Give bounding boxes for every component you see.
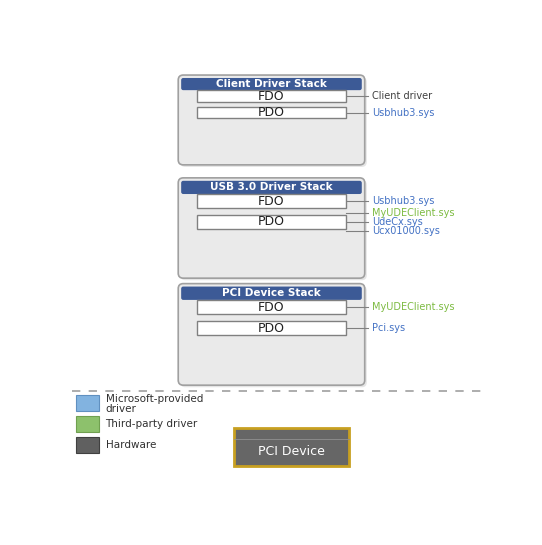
Text: driver: driver	[106, 404, 137, 414]
FancyBboxPatch shape	[197, 194, 346, 208]
Text: FDO: FDO	[258, 195, 285, 208]
FancyBboxPatch shape	[197, 215, 346, 229]
Text: Usbhub3.sys: Usbhub3.sys	[372, 196, 435, 206]
Text: Client Driver Stack: Client Driver Stack	[216, 79, 327, 89]
Text: MyUDEClient.sys: MyUDEClient.sys	[372, 208, 455, 217]
Text: FDO: FDO	[258, 301, 285, 314]
Text: PDO: PDO	[258, 215, 285, 228]
FancyBboxPatch shape	[181, 287, 362, 300]
FancyBboxPatch shape	[180, 180, 367, 280]
FancyBboxPatch shape	[197, 90, 346, 101]
FancyBboxPatch shape	[181, 78, 362, 90]
FancyBboxPatch shape	[76, 437, 99, 453]
Text: Client driver: Client driver	[372, 91, 433, 101]
Text: PDO: PDO	[258, 322, 285, 335]
Text: Pci.sys: Pci.sys	[372, 323, 405, 333]
Text: Ucx01000.sys: Ucx01000.sys	[372, 226, 440, 236]
FancyBboxPatch shape	[178, 75, 365, 165]
Text: USB 3.0 Driver Stack: USB 3.0 Driver Stack	[210, 183, 333, 192]
FancyBboxPatch shape	[180, 286, 367, 387]
FancyBboxPatch shape	[197, 300, 346, 314]
Text: PCI Device: PCI Device	[258, 445, 325, 458]
FancyBboxPatch shape	[76, 416, 99, 432]
Text: UdeCx.sys: UdeCx.sys	[372, 217, 423, 227]
FancyBboxPatch shape	[197, 321, 346, 335]
FancyBboxPatch shape	[197, 107, 346, 118]
FancyBboxPatch shape	[178, 178, 365, 278]
FancyBboxPatch shape	[234, 428, 349, 466]
Text: Usbhub3.sys: Usbhub3.sys	[372, 108, 435, 118]
Text: Third-party driver: Third-party driver	[106, 419, 198, 429]
Text: FDO: FDO	[258, 89, 285, 102]
FancyBboxPatch shape	[180, 77, 367, 167]
FancyBboxPatch shape	[76, 395, 99, 411]
Text: MyUDEClient.sys: MyUDEClient.sys	[372, 302, 455, 312]
Text: PCI Device Stack: PCI Device Stack	[222, 288, 321, 298]
FancyBboxPatch shape	[181, 181, 362, 194]
Text: Microsoft-provided: Microsoft-provided	[106, 394, 203, 404]
Text: PDO: PDO	[258, 106, 285, 119]
Text: Hardware: Hardware	[106, 440, 156, 450]
FancyBboxPatch shape	[178, 283, 365, 385]
